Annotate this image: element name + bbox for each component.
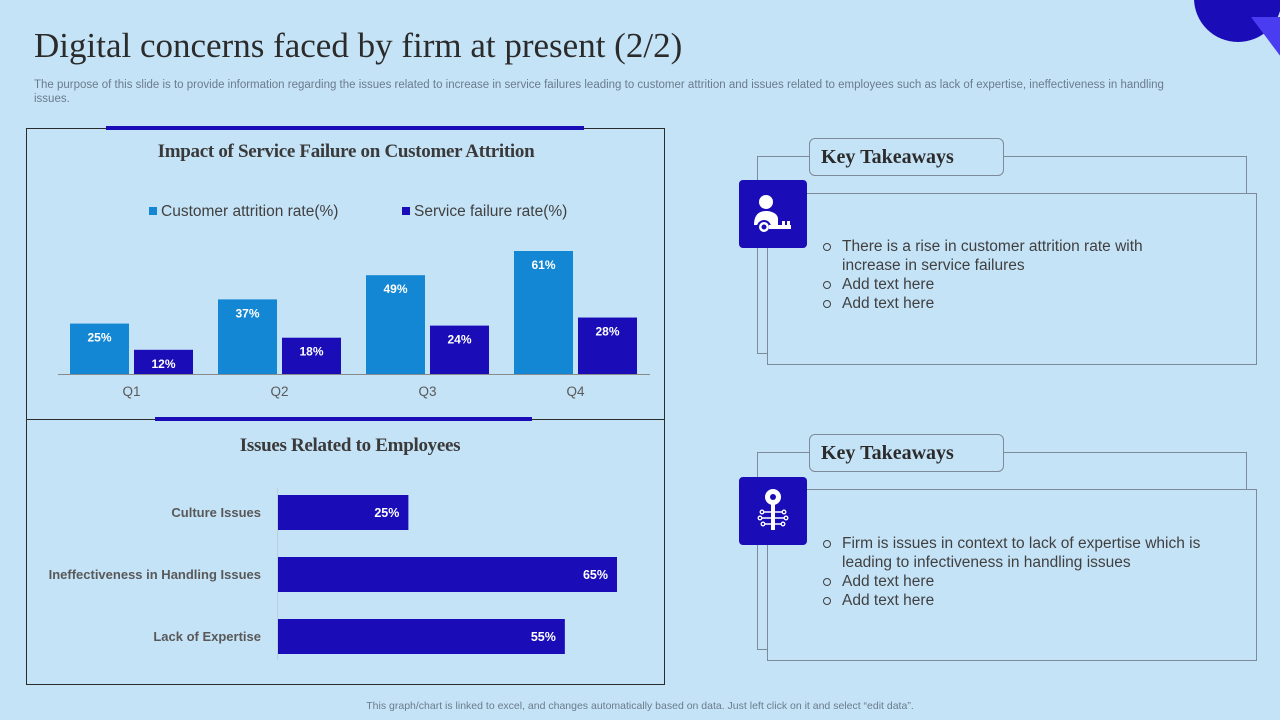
bar-q3-series2 [430, 325, 489, 374]
corner-triangle-decoration [1251, 17, 1280, 57]
bar-q2-series2 [282, 337, 341, 374]
data-label-q2-series2: 18% [299, 345, 323, 359]
takeaway2-item-3: Add text here [823, 591, 1223, 610]
hbar-ineffectiveness-in-handling-issues [278, 557, 617, 592]
chart1-accent-bar [106, 126, 584, 130]
x-tick-q1: Q1 [122, 384, 140, 399]
hbar-culture-issues [278, 495, 409, 530]
takeaway1-item-3: Add text here [823, 294, 1143, 313]
circuit-key-icon [739, 477, 807, 545]
x-tick-q2: Q2 [270, 384, 288, 399]
data-label-q3-series1: 49% [383, 282, 407, 296]
hbar-lack-of-expertise [278, 619, 565, 654]
takeaway2-item-1: Firm is issues in context to lack of exp… [823, 534, 1223, 572]
data-label-q4-series1: 61% [531, 258, 555, 272]
bar-q1-series2 [134, 349, 193, 374]
data-label-q3-series2: 24% [447, 333, 471, 347]
data-label-q2-series1: 37% [235, 306, 259, 320]
data-label-q4-series2: 28% [595, 325, 619, 339]
legend-label-2: Service failure rate(%) [414, 203, 567, 220]
legend-swatch-2 [402, 207, 410, 215]
takeaway1-box [767, 193, 1257, 365]
chart2-accent-bar [155, 417, 532, 421]
page-subtitle: The purpose of this slide is to provide … [34, 79, 1164, 105]
chart1-title: Impact of Service Failure on Customer At… [157, 141, 535, 162]
bar-q2-series1 [218, 299, 277, 374]
bar-q4-series2 [578, 317, 637, 374]
takeaway1-list: There is a rise in customer attrition ra… [823, 237, 1143, 313]
y-tick-lack-of-expertise: Lack of Expertise [153, 629, 261, 644]
takeaway1-item-2: Add text here [823, 275, 1143, 294]
legend-label-1: Customer attrition rate(%) [161, 203, 338, 220]
user-key-icon [739, 180, 807, 248]
takeaway1-item-1: There is a rise in customer attrition ra… [823, 237, 1143, 275]
bar-q4-series1 [514, 251, 573, 374]
hbar-label-culture-issues: 25% [374, 506, 399, 520]
chart2-title: Issues Related to Employees [239, 435, 461, 456]
hbar-label-ineffectiveness-in-handling-issues: 65% [583, 568, 608, 582]
takeaway2-box [767, 489, 1257, 661]
y-tick-ineffectiveness-in-handling-issues: Ineffectiveness in Handling Issues [49, 567, 261, 582]
page-title: Digital concerns faced by firm at presen… [34, 26, 683, 65]
takeaway1-heading: Key Takeaways [809, 138, 1004, 176]
data-label-q1-series2: 12% [151, 357, 175, 371]
takeaway2-list: Firm is issues in context to lack of exp… [823, 534, 1223, 610]
hbar-label-lack-of-expertise: 55% [531, 630, 556, 644]
x-tick-q3: Q3 [418, 384, 436, 399]
footer-note: This graph/chart is linked to excel, and… [366, 700, 914, 712]
bar-q3-series1 [366, 275, 425, 374]
x-tick-q4: Q4 [566, 384, 585, 399]
y-tick-culture-issues: Culture Issues [171, 505, 261, 520]
takeaway2-heading: Key Takeaways [809, 434, 1004, 472]
legend-swatch-1 [149, 207, 157, 215]
bar-q1-series1 [70, 323, 129, 374]
takeaway2-item-2: Add text here [823, 572, 1223, 591]
data-label-q1-series1: 25% [87, 331, 111, 345]
